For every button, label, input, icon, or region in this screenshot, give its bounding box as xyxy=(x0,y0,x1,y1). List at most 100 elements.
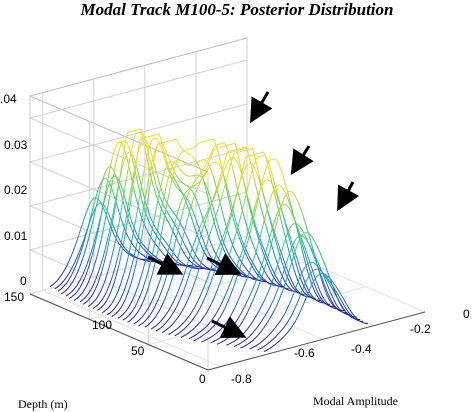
surface-trace xyxy=(255,170,258,175)
surface-trace xyxy=(145,247,148,250)
surface-trace xyxy=(182,161,185,164)
surface-trace xyxy=(259,232,262,239)
surface-trace xyxy=(77,234,80,240)
surface-trace xyxy=(224,226,228,231)
surface-trace xyxy=(133,163,137,172)
surface-trace xyxy=(217,193,220,200)
surface-trace xyxy=(170,313,174,317)
surface-trace xyxy=(237,259,240,264)
surface-trace xyxy=(97,303,100,306)
surface-trace xyxy=(106,166,109,170)
surface-trace xyxy=(326,276,329,280)
surface-trace xyxy=(114,295,117,300)
surface-trace xyxy=(291,223,295,226)
surface-trace xyxy=(280,285,283,288)
surface-trace xyxy=(153,176,156,183)
surface-trace xyxy=(272,310,275,314)
surface-trace xyxy=(138,324,141,327)
surface-trace xyxy=(322,260,326,265)
surface-trace xyxy=(195,324,199,327)
surface-trace xyxy=(279,270,282,275)
surface-trace xyxy=(277,266,281,271)
surface-trace xyxy=(78,229,81,235)
surface-trace xyxy=(211,162,214,165)
surface-trace xyxy=(182,328,185,331)
surface-trace xyxy=(327,278,330,282)
surface-trace xyxy=(254,279,258,284)
surface-trace xyxy=(149,175,153,186)
surface-trace xyxy=(276,240,280,246)
surface-trace xyxy=(194,333,197,336)
surface-trace xyxy=(170,323,174,326)
surface-trace xyxy=(283,229,286,236)
surface-trace xyxy=(281,288,284,294)
surface-trace xyxy=(335,285,338,289)
surface-trace xyxy=(218,337,221,340)
surface-trace xyxy=(317,285,320,290)
surface-trace xyxy=(280,329,283,332)
surface-trace xyxy=(185,234,189,239)
surface-trace xyxy=(322,299,325,303)
surface-trace xyxy=(251,286,255,291)
surface-trace xyxy=(218,201,221,207)
surface-trace xyxy=(281,246,284,252)
surface-trace xyxy=(230,341,233,344)
surface-trace xyxy=(218,342,221,345)
surface-trace xyxy=(219,267,223,270)
surface-trace xyxy=(285,204,288,207)
surface-trace xyxy=(166,193,170,202)
surface-trace xyxy=(145,308,149,312)
surface-trace xyxy=(252,267,256,271)
surface-trace xyxy=(90,213,94,218)
surface-trace xyxy=(187,273,191,279)
surface-trace xyxy=(165,291,169,296)
surface-trace xyxy=(170,172,174,177)
surface-trace xyxy=(102,251,106,258)
surface-trace xyxy=(105,190,108,196)
surface-trace xyxy=(161,286,164,292)
surface-trace xyxy=(78,248,82,253)
surface-trace xyxy=(222,160,226,167)
surface-trace xyxy=(263,251,267,257)
surface-trace xyxy=(213,340,216,342)
surface-trace xyxy=(212,138,216,143)
surface-trace xyxy=(192,316,196,320)
surface-trace xyxy=(153,187,156,193)
surface-trace xyxy=(180,323,183,326)
surface-trace xyxy=(250,290,253,295)
surface-trace xyxy=(132,253,136,261)
surface-trace xyxy=(85,263,88,268)
surface-trace xyxy=(250,210,253,218)
surface-trace xyxy=(126,256,129,263)
surface-trace xyxy=(281,223,284,230)
surface-trace xyxy=(175,305,178,309)
surface-trace xyxy=(308,244,312,248)
surface-trace xyxy=(204,267,207,270)
surface-trace xyxy=(208,306,211,310)
surface-trace xyxy=(226,344,228,346)
surface-trace xyxy=(182,171,185,175)
surface-trace xyxy=(274,343,277,346)
surface-trace xyxy=(310,294,314,298)
surface-trace xyxy=(142,313,145,317)
surface-trace xyxy=(276,300,280,305)
surface-trace xyxy=(278,297,281,302)
z-tick-label: .04 xyxy=(0,92,17,106)
surface-trace xyxy=(204,244,208,251)
surface-trace xyxy=(243,265,246,268)
surface-trace xyxy=(213,324,216,327)
surface-trace xyxy=(113,228,117,233)
surface-trace xyxy=(81,299,84,302)
surface-trace xyxy=(134,256,136,259)
surface-trace xyxy=(270,221,274,227)
surface-trace xyxy=(251,298,255,303)
surface-trace xyxy=(285,267,289,272)
surface-trace xyxy=(226,318,230,322)
surface-trace xyxy=(165,242,168,245)
surface-trace xyxy=(301,294,304,296)
surface-trace xyxy=(277,194,280,201)
surface-trace xyxy=(253,283,256,288)
surface-trace xyxy=(295,262,298,269)
surface-trace xyxy=(300,239,303,246)
surface-trace xyxy=(287,231,291,237)
